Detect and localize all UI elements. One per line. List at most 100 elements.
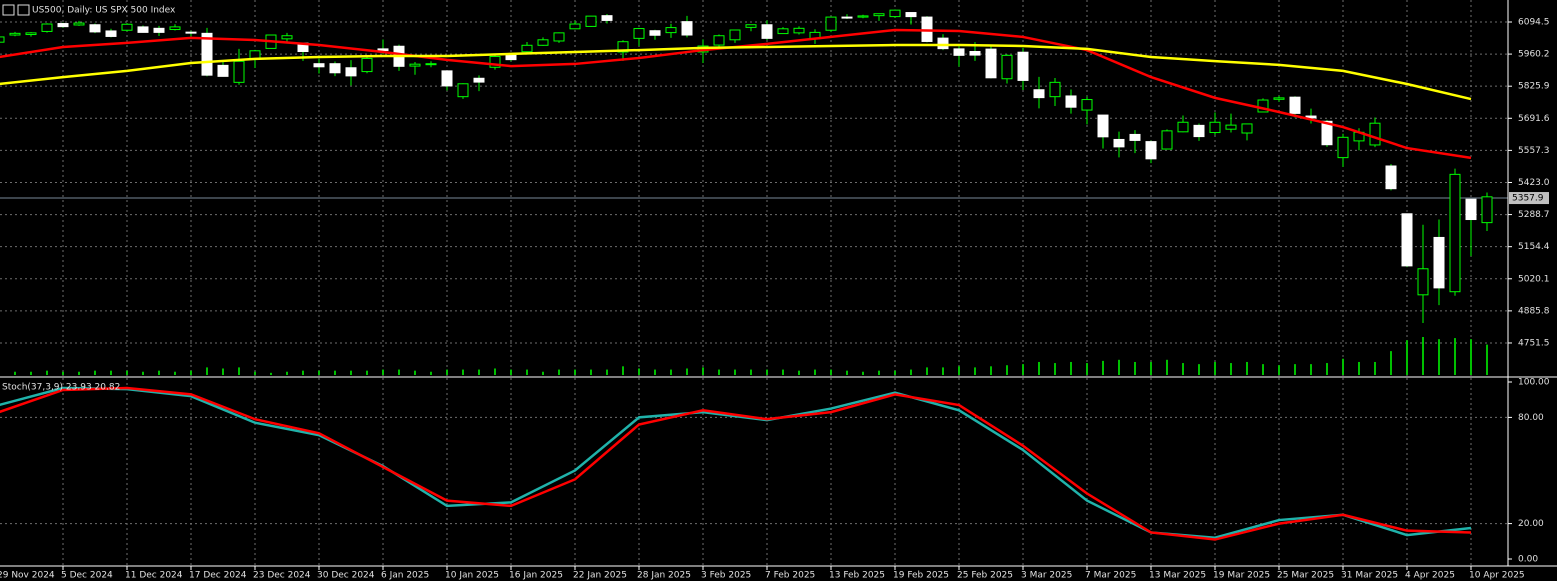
x-tick-label: 25 Mar 2025 (1277, 571, 1334, 581)
volume-bar (942, 367, 944, 375)
candle-body (1033, 89, 1045, 99)
candle-body (57, 23, 69, 28)
candle-body (217, 64, 229, 77)
candle-body (281, 35, 293, 40)
candle-body (441, 70, 453, 87)
x-tick-label: 7 Feb 2025 (765, 571, 815, 581)
candle-body (585, 15, 597, 27)
volume-bar (1198, 364, 1200, 375)
candle-body (553, 32, 565, 42)
candle-body (569, 23, 581, 30)
stochastic-line (0, 386, 1472, 540)
candle-body (121, 23, 133, 31)
y-tick-label: 5154.4 (1518, 242, 1550, 252)
candle-body (761, 24, 773, 39)
candle-body (1161, 130, 1173, 150)
volume-bar (1294, 364, 1296, 375)
volume-bar (430, 371, 432, 375)
x-tick-label: 11 Dec 2024 (125, 571, 183, 581)
volume-bar (718, 369, 720, 375)
volume-bar (606, 369, 608, 375)
candle-body (665, 27, 677, 34)
volume-bar (1342, 358, 1344, 375)
last-price-box (1509, 192, 1549, 205)
volume-bar (1438, 339, 1440, 375)
volume-bar (782, 369, 784, 375)
volume-bar (158, 370, 160, 375)
candle-body (1337, 136, 1349, 159)
indicator-title: Stoch(37,3,9) 23.93 20.82 (2, 383, 120, 393)
x-tick-label: 13 Mar 2025 (1149, 571, 1206, 581)
volume-bar (1358, 361, 1360, 375)
candle-body (489, 56, 501, 68)
y-tick-label: 5288.7 (1518, 210, 1550, 220)
volume-bar (350, 370, 352, 375)
x-tick-label: 3 Mar 2025 (1021, 571, 1072, 581)
volume-bar (254, 371, 256, 375)
candle-body (745, 24, 757, 28)
chart-icon[interactable] (17, 4, 30, 16)
volume-bar (814, 369, 816, 375)
volume-bar (46, 370, 48, 375)
candle-body (1481, 196, 1493, 224)
volume-bar (846, 370, 848, 375)
candle-body (1273, 97, 1285, 100)
x-tick-label: 30 Dec 2024 (317, 571, 375, 581)
volume-bar (1390, 351, 1392, 375)
candle-body (137, 26, 149, 33)
volume-bar (558, 369, 560, 375)
y-tick-label: 6094.5 (1518, 17, 1550, 27)
x-tick-label: 31 Mar 2025 (1341, 571, 1398, 581)
candle-body (0, 36, 5, 43)
volume-bar (798, 370, 800, 375)
candle-body (505, 54, 517, 61)
chart-title: US500, Daily: US SPX 500 Index (32, 6, 176, 16)
candle-body (89, 24, 101, 33)
y-tick-label: 5020.1 (1518, 274, 1550, 284)
volume-bar (1118, 359, 1120, 375)
candle-body (425, 63, 437, 66)
volume-bar (1054, 363, 1056, 375)
candle-body (985, 48, 997, 79)
volume-bar (1470, 339, 1472, 375)
x-tick-label: 10 Apr 2025 (1469, 571, 1525, 581)
candle-body (905, 12, 917, 18)
x-tick-label: 3 Feb 2025 (701, 571, 751, 581)
candle-body (1049, 81, 1061, 98)
volume-bar (174, 371, 176, 375)
volume-bar (974, 367, 976, 375)
candle-body (793, 27, 805, 34)
volume-bar (1310, 364, 1312, 375)
volume-bar (1214, 361, 1216, 375)
volume-bar (1070, 361, 1072, 375)
volume-bar (142, 371, 144, 375)
candle-body (841, 16, 853, 19)
volume-bar (862, 371, 864, 375)
y-tick-label: 80.00 (1518, 413, 1544, 423)
candle-body (1289, 96, 1301, 114)
candle-body (1257, 99, 1269, 113)
candle-body (601, 15, 613, 21)
volume-bar (958, 366, 960, 375)
candle-body (1321, 120, 1333, 146)
candle-body (1001, 54, 1013, 80)
volume-bar (670, 369, 672, 375)
candle-body (1385, 165, 1397, 190)
volume-bar (878, 370, 880, 375)
volume-bar (1102, 360, 1104, 375)
volume-bar (1134, 361, 1136, 375)
volume-bar (302, 370, 304, 375)
volume-bar (414, 370, 416, 375)
marks (0, 9, 1508, 541)
volume-bar (926, 367, 928, 375)
candle-body (73, 22, 85, 26)
volume-bar (750, 369, 752, 375)
volume-bar (14, 371, 16, 375)
x-tick-label: 29 Nov 2024 (0, 571, 55, 581)
candle-body (1065, 95, 1077, 108)
candle-body (1305, 115, 1317, 119)
volume-bar (30, 371, 32, 375)
menu-icon[interactable] (2, 4, 15, 16)
candle-body (201, 32, 213, 76)
